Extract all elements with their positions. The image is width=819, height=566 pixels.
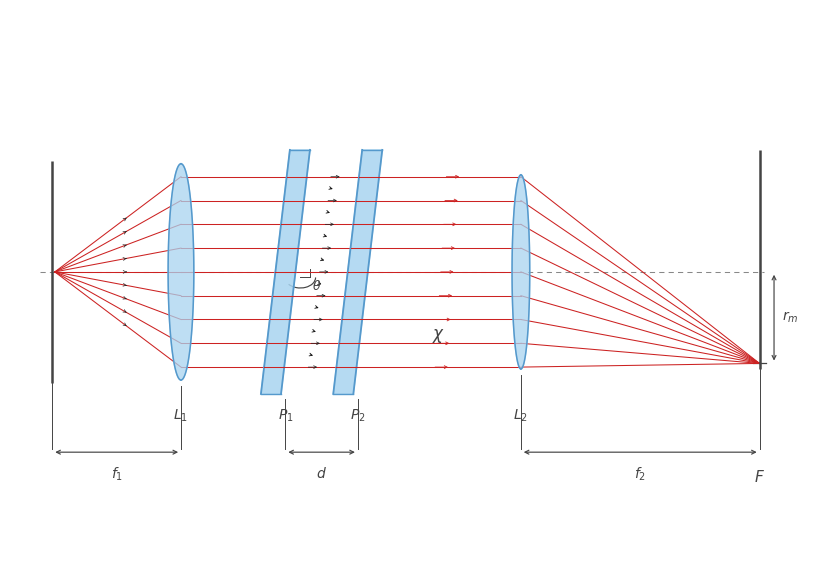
Text: $L_1$: $L_1$ (174, 408, 188, 424)
Polygon shape (260, 150, 310, 394)
Text: $P_2$: $P_2$ (350, 408, 365, 424)
Text: $F$: $F$ (753, 469, 764, 485)
Polygon shape (333, 150, 382, 394)
Text: $f_1$: $f_1$ (111, 466, 123, 483)
Polygon shape (168, 164, 193, 380)
Text: $P_1$: $P_1$ (278, 408, 293, 424)
Polygon shape (511, 175, 529, 369)
Text: $d$: $d$ (316, 466, 327, 481)
Text: $\theta$: $\theta$ (311, 279, 320, 293)
Text: $f_2$: $f_2$ (633, 466, 645, 483)
Text: $L_2$: $L_2$ (513, 408, 527, 424)
Text: $r_m$: $r_m$ (781, 310, 798, 325)
Text: $\chi$: $\chi$ (431, 327, 444, 345)
